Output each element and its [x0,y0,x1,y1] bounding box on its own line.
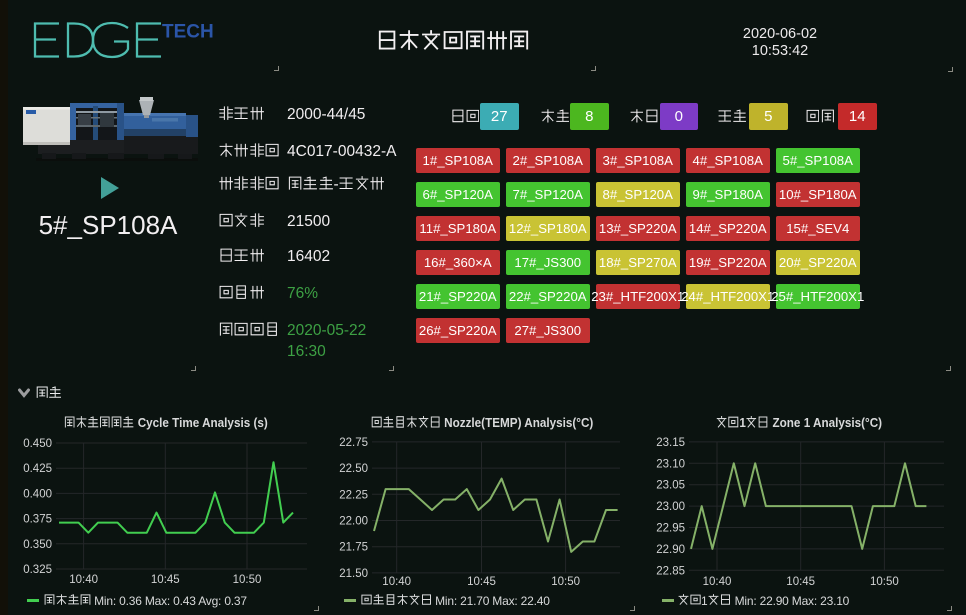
svg-text:10:50: 10:50 [870,576,899,588]
svg-text:TECH: TECH [162,22,214,43]
svg-text:23.05: 23.05 [656,480,685,492]
svg-text:23.00: 23.00 [656,501,685,513]
svg-text:10:50: 10:50 [233,574,262,586]
svg-text:22.85: 22.85 [656,565,685,577]
svg-text:0.425: 0.425 [23,463,52,475]
svg-text:10:40: 10:40 [703,576,732,588]
svg-text:22.50: 22.50 [339,463,368,475]
svg-text:0.375: 0.375 [23,514,52,526]
svg-text:23.10: 23.10 [656,458,685,470]
svg-text:0.450: 0.450 [23,438,52,450]
svg-text:23.15: 23.15 [656,437,685,449]
svg-text:10:40: 10:40 [382,576,411,588]
svg-text:21.75: 21.75 [339,542,368,554]
svg-text:22.95: 22.95 [656,523,685,535]
svg-text:10:45: 10:45 [467,576,496,588]
svg-text:10:45: 10:45 [786,576,815,588]
svg-text:22.25: 22.25 [339,489,368,501]
svg-text:0.325: 0.325 [23,564,52,576]
svg-text:22.00: 22.00 [339,516,368,528]
svg-text:21.50: 21.50 [339,568,368,580]
svg-text:10:50: 10:50 [551,576,580,588]
svg-text:10:45: 10:45 [151,574,180,586]
svg-text:0.350: 0.350 [23,539,52,551]
svg-text:0.400: 0.400 [23,488,52,500]
svg-text:10:40: 10:40 [69,574,98,586]
svg-text:22.90: 22.90 [656,544,685,556]
svg-text:22.75: 22.75 [339,437,368,449]
